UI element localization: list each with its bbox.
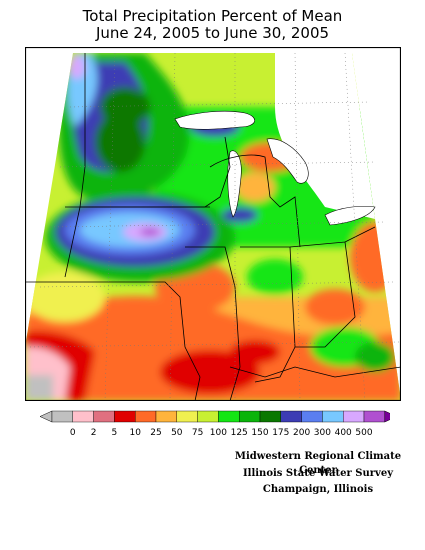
legend-swatch [280, 410, 302, 423]
legend-label: 75 [192, 428, 203, 438]
legend-swatch [259, 410, 281, 423]
legend-swatch [301, 410, 323, 423]
legend-label: 2 [91, 428, 97, 438]
legend-swatch [343, 410, 365, 423]
credit-center: Midwestern Regional Climate Center [234, 451, 402, 476]
legend-arrow-low [40, 410, 53, 423]
legend-swatch [238, 410, 261, 423]
legend-label: 100 [210, 428, 227, 438]
state-borders [25, 53, 401, 401]
legend-label: 125 [231, 428, 248, 438]
legend-swatch [51, 410, 73, 423]
legend-label: 50 [171, 428, 183, 438]
legend-label: 200 [293, 428, 310, 438]
legend-swatch [218, 410, 240, 423]
legend-swatch [72, 410, 94, 423]
graticule [29, 52, 400, 401]
legend-label: 400 [335, 428, 352, 438]
legend-label: 10 [129, 428, 141, 438]
legend-swatch [363, 410, 385, 423]
legend-label: 5 [112, 428, 118, 438]
legend-label: 500 [355, 428, 372, 438]
map-frame [25, 47, 401, 401]
legend-swatch [114, 410, 136, 423]
legend-swatch [176, 410, 198, 423]
legend-label: 0 [70, 428, 76, 438]
legend-label: 300 [314, 428, 331, 438]
credit-survey: Illinois State Water Survey [242, 468, 394, 479]
credit-location: Champaign, Illinois [262, 484, 374, 495]
legend-swatch [322, 410, 344, 423]
precipitation-map [25, 47, 401, 401]
map-date-range: June 24, 2005 to June 30, 2005 [95, 24, 330, 42]
map-title: Total Precipitation Percent of Mean [82, 7, 343, 25]
legend-swatch [134, 410, 157, 423]
legend-arrow-high [384, 410, 390, 423]
legend-label: 25 [150, 428, 161, 438]
legend-swatch [197, 410, 219, 423]
great-lakes [174, 110, 376, 226]
legend-label: 150 [251, 428, 268, 438]
precipitation-field [25, 53, 401, 400]
color-legend: 0 2 5 10 25 50 75 100 125 150 175 200 300 400 500 [40, 410, 390, 438]
legend-swatch [93, 410, 115, 423]
legend-swatch [155, 410, 177, 423]
legend-label: 175 [272, 428, 289, 438]
